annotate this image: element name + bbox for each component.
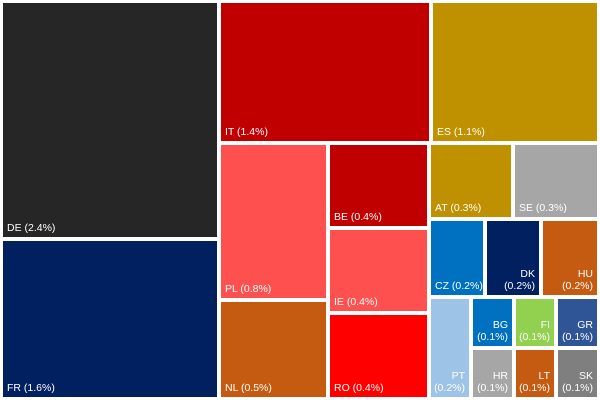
tile-label-se: SE (0.3%) bbox=[519, 202, 567, 214]
tile-label-it: IT (1.4%) bbox=[225, 126, 268, 138]
tile-cz bbox=[429, 219, 485, 297]
tile-label-de: DE (2.4%) bbox=[7, 222, 55, 234]
tile-nl bbox=[219, 300, 328, 399]
tile-hu bbox=[541, 219, 599, 297]
tile-label-fi: FI (0.1%) bbox=[519, 319, 550, 343]
tile-fr bbox=[1, 239, 219, 399]
tile-label-at: AT (0.3%) bbox=[435, 202, 481, 214]
tile-label-ro: RO (0.4%) bbox=[334, 382, 384, 394]
tile-de bbox=[1, 1, 219, 239]
tile-label-dk: DK (0.2%) bbox=[504, 268, 535, 292]
tile-label-pt: PT (0.2%) bbox=[434, 370, 466, 394]
tile-label-es: ES (1.1%) bbox=[437, 126, 485, 138]
tile-label-ie: IE (0.4%) bbox=[334, 296, 378, 308]
tile-label-pl: PL (0.8%) bbox=[225, 283, 271, 295]
tile-ro bbox=[328, 313, 429, 399]
tile-es bbox=[431, 1, 599, 143]
tile-label-gr: GR (0.1%) bbox=[562, 319, 593, 343]
tile-dk bbox=[485, 219, 541, 297]
tile-label-lt: LT (0.1%) bbox=[519, 370, 551, 394]
tile-gr bbox=[556, 297, 599, 348]
tile-sk bbox=[556, 348, 599, 399]
tile-hr bbox=[471, 348, 514, 399]
tile-at bbox=[429, 143, 513, 219]
tile-label-bg: BG (0.1%) bbox=[477, 319, 508, 343]
tile-label-sk: SK (0.1%) bbox=[562, 370, 593, 394]
tile-be bbox=[328, 143, 429, 228]
tile-fi bbox=[514, 297, 556, 348]
tile-se bbox=[513, 143, 599, 219]
tile-it bbox=[219, 1, 431, 143]
tile-pl bbox=[219, 143, 328, 300]
tile-ie bbox=[328, 228, 429, 313]
tile-label-be: BE (0.4%) bbox=[334, 211, 382, 223]
tile-bg bbox=[471, 297, 514, 348]
tile-lt bbox=[514, 348, 556, 399]
tile-label-hu: HU (0.2%) bbox=[562, 268, 593, 292]
tile-label-cz: CZ (0.2%) bbox=[435, 280, 483, 292]
tile-label-fr: FR (1.6%) bbox=[7, 382, 55, 394]
tile-label-nl: NL (0.5%) bbox=[225, 382, 272, 394]
tile-pt bbox=[429, 297, 471, 399]
tile-label-hr: HR (0.1%) bbox=[477, 370, 508, 394]
